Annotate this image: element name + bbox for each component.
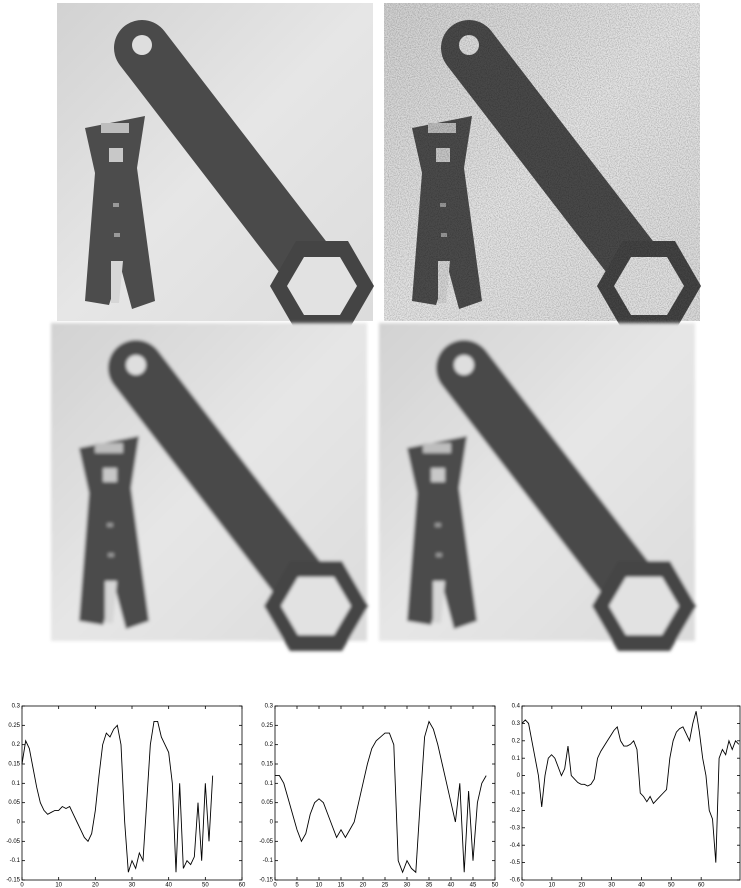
- image-filtered-a: [51, 323, 368, 651]
- x-tick-label: 30: [608, 883, 615, 888]
- y-tick-label: -0.1: [263, 858, 274, 864]
- y-tick-label: -0.05: [259, 839, 273, 845]
- x-tick-label: 50: [668, 883, 675, 888]
- figure: -0.15-0.1-0.0500.050.10.150.20.250.30102…: [0, 0, 741, 888]
- y-tick-label: 0: [517, 773, 521, 779]
- y-tick-label: -0.1: [10, 858, 21, 864]
- x-tick-label: 10: [55, 883, 62, 888]
- x-tick-label: 40: [165, 883, 172, 888]
- y-tick-label: 0.3: [12, 704, 21, 710]
- y-tick-label: 0.3: [265, 704, 274, 710]
- y-tick-label: 0.2: [512, 738, 521, 744]
- x-tick-label: 50: [492, 883, 499, 888]
- plot-frame: [275, 706, 495, 880]
- y-tick-label: -0.15: [259, 878, 273, 884]
- x-tick-label: 10: [549, 883, 556, 888]
- x-tick-label: 0: [520, 883, 524, 888]
- x-tick-label: 0: [20, 883, 24, 888]
- y-tick-label: 0.2: [265, 742, 274, 748]
- y-tick-label: -0.3: [510, 825, 521, 831]
- x-tick-label: 5: [295, 883, 299, 888]
- y-tick-label: -0.2: [510, 808, 521, 814]
- x-tick-label: 45: [470, 883, 477, 888]
- y-tick-label: 0.15: [8, 762, 20, 768]
- y-tick-label: 0: [270, 820, 274, 826]
- y-tick-label: 0.1: [12, 781, 21, 787]
- y-tick-label: 0.25: [8, 723, 20, 729]
- x-tick-label: 50: [202, 883, 209, 888]
- y-tick-label: 0.3: [512, 721, 521, 727]
- y-tick-label: 0.1: [265, 781, 274, 787]
- x-tick-label: 20: [92, 883, 99, 888]
- data-line: [275, 721, 486, 872]
- x-tick-label: 40: [448, 883, 455, 888]
- y-tick-label: 0.2: [12, 742, 21, 748]
- x-tick-label: 0: [273, 883, 277, 888]
- data-line: [22, 721, 213, 872]
- y-tick-label: -0.6: [510, 878, 521, 884]
- x-tick-label: 20: [360, 883, 367, 888]
- image-original: [57, 3, 374, 331]
- y-tick-label: 0.15: [261, 762, 273, 768]
- x-tick-label: 60: [698, 883, 705, 888]
- data-line: [522, 711, 739, 862]
- page: -0.15-0.1-0.0500.050.10.150.20.250.30102…: [0, 0, 741, 888]
- y-tick-label: 0.05: [261, 800, 273, 806]
- x-tick-label: 20: [578, 883, 585, 888]
- y-tick-label: -0.5: [510, 860, 521, 866]
- x-tick-label: 40: [638, 883, 645, 888]
- y-tick-label: 0.05: [8, 800, 20, 806]
- x-tick-label: 30: [404, 883, 411, 888]
- plot-frame: [22, 706, 242, 880]
- x-tick-label: 30: [129, 883, 136, 888]
- y-tick-label: 0.25: [261, 723, 273, 729]
- y-tick-label: 0: [17, 820, 21, 826]
- image-noisy: [384, 3, 701, 331]
- x-tick-label: 15: [338, 883, 345, 888]
- x-tick-label: 25: [382, 883, 389, 888]
- image-filtered-b: [379, 323, 696, 651]
- y-tick-label: -0.1: [510, 791, 521, 797]
- y-tick-label: -0.15: [6, 878, 20, 884]
- x-tick-label: 35: [426, 883, 433, 888]
- y-tick-label: -0.4: [510, 843, 521, 849]
- y-tick-label: 0.1: [512, 756, 521, 762]
- x-tick-label: 60: [239, 883, 246, 888]
- y-tick-label: 0.4: [512, 704, 521, 710]
- x-tick-label: 10: [316, 883, 323, 888]
- y-tick-label: -0.05: [6, 839, 20, 845]
